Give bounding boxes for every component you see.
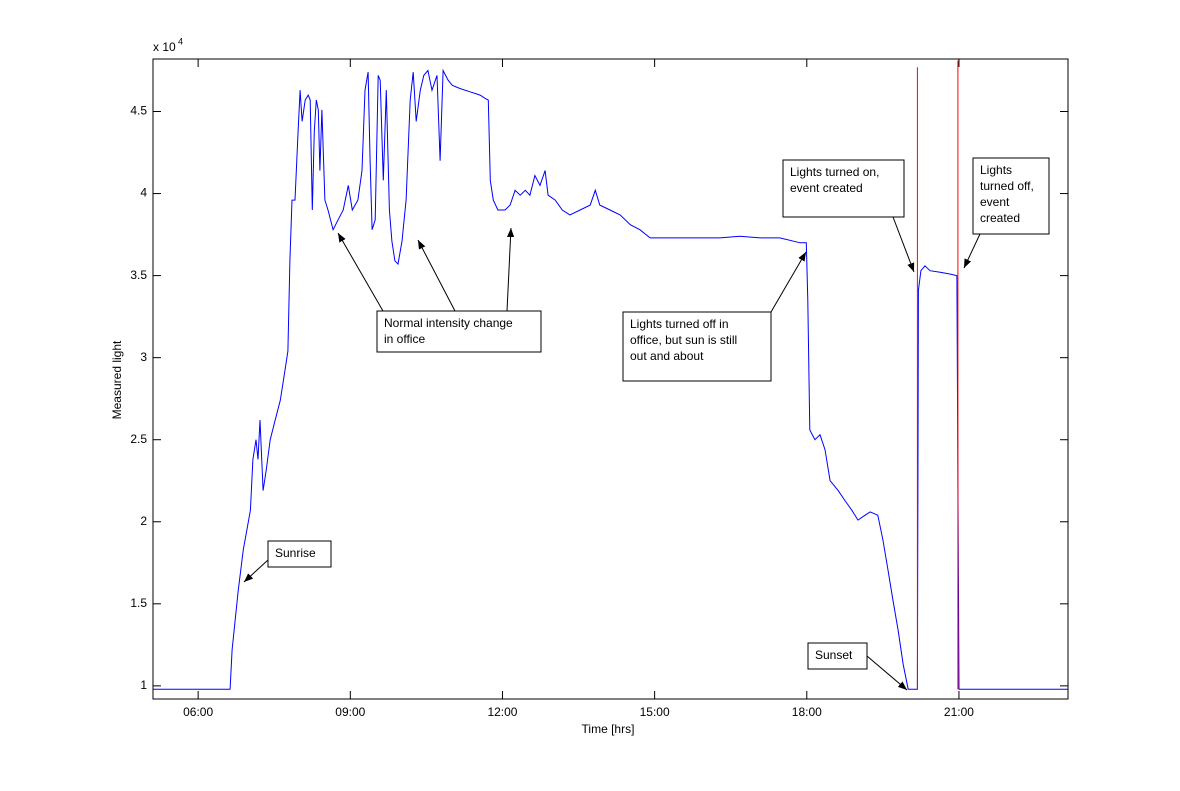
annotation-text: event created — [790, 181, 863, 195]
annotation-arrow — [866, 655, 908, 691]
x-tick-label: 18:00 — [792, 705, 822, 719]
annotation-text: Lights turned on, — [790, 165, 879, 179]
axes-frame — [152, 58, 1069, 700]
annotation-box — [622, 311, 772, 382]
x-tick-label: 06:00 — [183, 705, 213, 719]
annotation-text: created — [980, 211, 1020, 225]
annotation-arrow — [506, 227, 515, 312]
x-tick-label: 15:00 — [640, 705, 670, 719]
x-tick-label: 12:00 — [487, 705, 517, 719]
x-axis-label: Time [hrs] — [582, 722, 635, 736]
x-tick-label: 09:00 — [335, 705, 365, 719]
annotation-text: Lights — [980, 163, 1012, 177]
x-tick-label: 21:00 — [944, 705, 974, 719]
annotation-text: Lights turned off in — [630, 317, 729, 331]
y-scale-exponent: 4 — [178, 36, 183, 46]
annotation-text: turned off, — [980, 179, 1034, 193]
annotation-text: out and about — [630, 349, 704, 363]
annotation-box — [972, 157, 1050, 235]
annotation-box — [267, 540, 332, 568]
y-tick-label: 2 — [140, 514, 147, 528]
annotation-text: Normal intensity change — [384, 316, 513, 330]
annotation-arrow — [963, 233, 981, 269]
y-scale-base: x 10 — [153, 40, 176, 54]
annotation-box — [782, 159, 905, 218]
annotation-box — [807, 642, 868, 670]
plot-area — [153, 60, 1068, 690]
data-line — [153, 68, 1068, 690]
y-axis-label: Measured light — [110, 340, 124, 419]
annotation-text: event — [980, 195, 1010, 209]
annotation-text: Sunrise — [275, 546, 316, 560]
y-tick-label: 3 — [140, 350, 147, 364]
annotation-arrow — [417, 239, 456, 312]
y-tick-label: 1.5 — [130, 596, 147, 610]
annotation-text: office, but sun is still — [630, 333, 737, 347]
y-tick-label: 4.5 — [130, 104, 147, 118]
y-tick-label: 1 — [140, 678, 147, 692]
annotation-arrow — [770, 251, 807, 313]
annotation-arrow — [892, 216, 915, 273]
annotation-box — [376, 310, 542, 353]
annotation-text: Sunset — [815, 648, 853, 662]
annotation-arrow — [337, 232, 384, 312]
data-line — [916, 60, 959, 690]
annotation-arrow — [243, 559, 269, 583]
y-tick-label: 2.5 — [130, 432, 147, 446]
y-tick-label: 3.5 — [130, 268, 147, 282]
y-tick-label: 4 — [140, 186, 147, 200]
annotation-text: in office — [384, 332, 425, 346]
